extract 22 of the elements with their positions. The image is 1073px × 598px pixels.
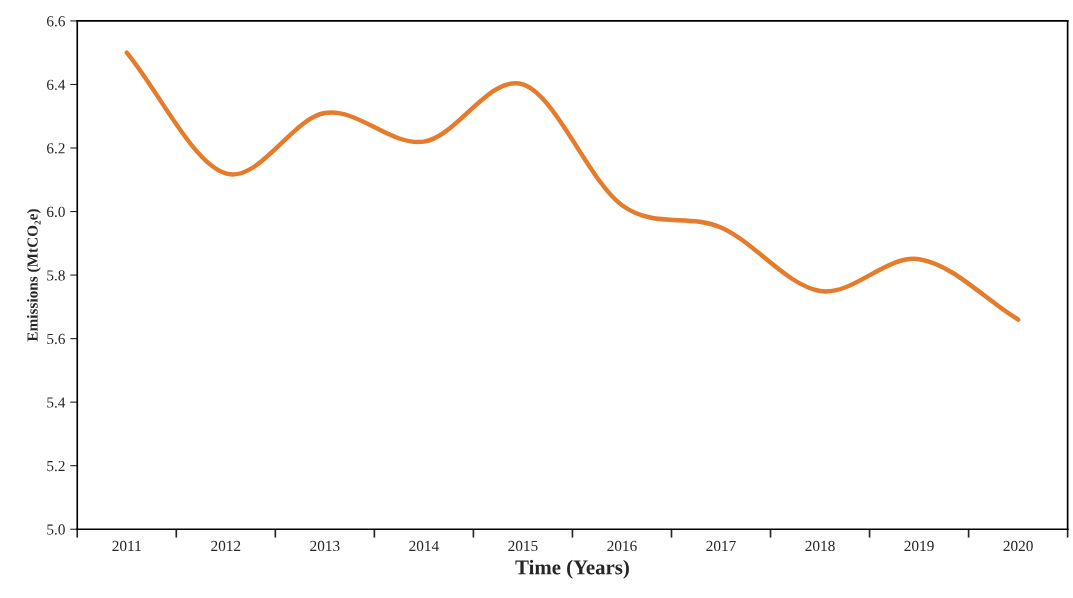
y-tick-label: 6.4 [47, 79, 66, 90]
y-tick-label: 5.0 [47, 524, 65, 535]
y-tick-label: 6.2 [47, 143, 65, 154]
y-tick-label: 5.2 [47, 460, 65, 472]
y-tick-label: 5.8 [47, 270, 65, 281]
y-tick-label: 6.0 [47, 206, 65, 218]
y-tick-label: 5.6 [47, 333, 65, 345]
y-axis-title: Emissions (MtCO₂e) [26, 209, 41, 342]
x-tick-label: 2013 [310, 540, 340, 552]
x-tick-label: 2012 [211, 540, 241, 552]
x-tick-label: 2014 [409, 540, 439, 552]
x-tick-label: 2017 [706, 540, 736, 552]
x-tick-label: 2015 [508, 540, 538, 552]
x-tick-label: 2018 [805, 540, 835, 552]
x-tick-label: 2016 [607, 540, 637, 552]
line-series [124, 50, 1021, 322]
y-tick-label: 5.4 [47, 397, 66, 408]
y-tick-label: 6.6 [47, 16, 65, 27]
x-tick-label: 2011 [112, 540, 141, 552]
x-axis-title: Time (Years) [515, 559, 629, 579]
x-tick-label: 2019 [904, 540, 934, 552]
x-tick-label: 2020 [1003, 540, 1033, 552]
